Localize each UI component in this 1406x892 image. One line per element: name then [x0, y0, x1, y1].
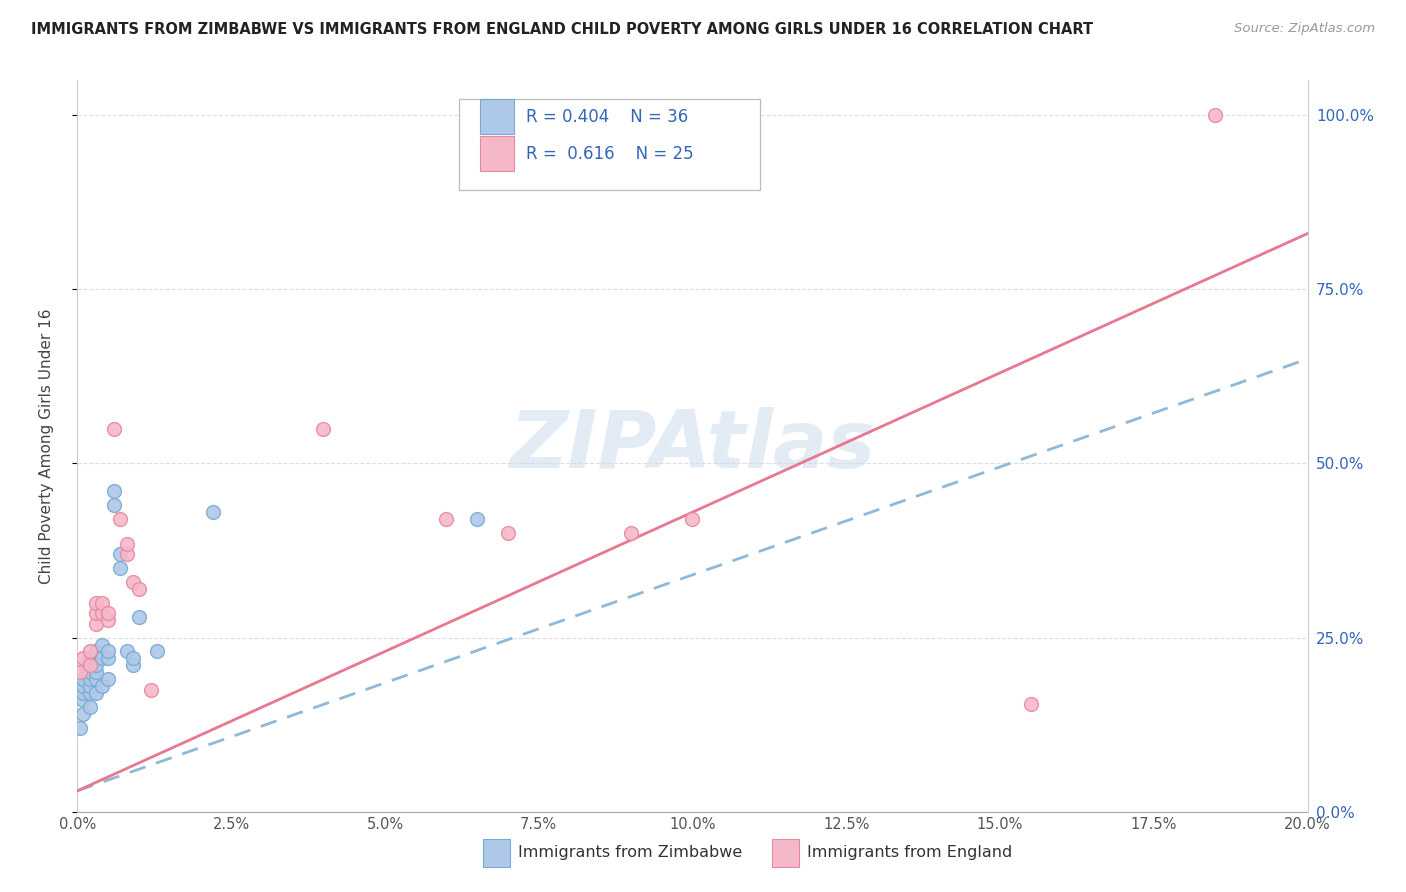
Point: [72, 679, 94, 693]
Point: [103, 421, 125, 435]
Point: [84, 686, 107, 700]
Point: [682, 512, 704, 526]
Point: [79, 679, 101, 693]
Point: [465, 512, 488, 526]
Point: [141, 682, 163, 697]
Point: [90, 638, 114, 652]
Point: [436, 512, 458, 526]
Point: [90, 651, 114, 665]
Point: [110, 561, 132, 575]
Point: [121, 651, 143, 665]
Point: [84, 665, 107, 680]
FancyBboxPatch shape: [484, 838, 510, 867]
Point: [90, 596, 114, 610]
Text: R =  0.616    N = 25: R = 0.616 N = 25: [526, 145, 695, 162]
Point: [97, 644, 120, 658]
Point: [72, 693, 94, 707]
Text: Immigrants from England: Immigrants from England: [807, 846, 1012, 860]
Text: ZIPAtlas: ZIPAtlas: [509, 407, 876, 485]
Point: [79, 658, 101, 673]
Point: [121, 574, 143, 589]
FancyBboxPatch shape: [772, 838, 800, 867]
Point: [76, 658, 98, 673]
Point: [84, 673, 107, 687]
Point: [312, 421, 335, 435]
Point: [76, 665, 98, 680]
Point: [72, 651, 94, 665]
Point: [1019, 697, 1042, 711]
Point: [110, 547, 132, 561]
Point: [146, 644, 169, 658]
Point: [84, 644, 107, 658]
Point: [115, 644, 138, 658]
Point: [97, 606, 120, 620]
Point: [97, 673, 120, 687]
Point: [79, 686, 101, 700]
Point: [496, 526, 519, 541]
Point: [97, 613, 120, 627]
Point: [90, 679, 114, 693]
Text: Immigrants from Zimbabwe: Immigrants from Zimbabwe: [517, 846, 742, 860]
FancyBboxPatch shape: [479, 99, 515, 134]
Point: [620, 526, 643, 541]
Text: Source: ZipAtlas.com: Source: ZipAtlas.com: [1234, 22, 1375, 36]
Point: [121, 658, 143, 673]
Point: [201, 505, 224, 519]
Point: [128, 582, 150, 596]
Point: [72, 707, 94, 722]
Point: [72, 673, 94, 687]
Point: [79, 644, 101, 658]
Point: [103, 484, 125, 499]
Point: [72, 686, 94, 700]
Point: [84, 596, 107, 610]
Point: [128, 609, 150, 624]
Point: [84, 606, 107, 620]
Point: [115, 536, 138, 550]
Point: [79, 665, 101, 680]
Text: R = 0.404    N = 36: R = 0.404 N = 36: [526, 108, 689, 126]
Text: IMMIGRANTS FROM ZIMBABWE VS IMMIGRANTS FROM ENGLAND CHILD POVERTY AMONG GIRLS UN: IMMIGRANTS FROM ZIMBABWE VS IMMIGRANTS F…: [31, 22, 1092, 37]
Point: [115, 547, 138, 561]
FancyBboxPatch shape: [458, 99, 761, 190]
Point: [103, 498, 125, 512]
Point: [69, 665, 91, 680]
Point: [110, 512, 132, 526]
FancyBboxPatch shape: [479, 136, 515, 171]
Point: [97, 651, 120, 665]
Point: [69, 721, 91, 735]
Point: [84, 658, 107, 673]
Point: [79, 651, 101, 665]
Point: [90, 606, 114, 620]
Point: [79, 673, 101, 687]
Point: [84, 616, 107, 631]
Point: [79, 700, 101, 714]
Y-axis label: Child Poverty Among Girls Under 16: Child Poverty Among Girls Under 16: [39, 309, 53, 583]
Point: [1204, 108, 1226, 122]
